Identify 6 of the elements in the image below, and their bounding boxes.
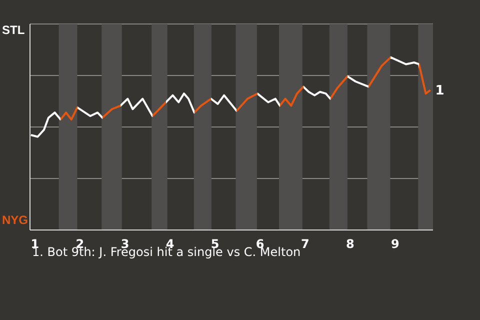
text: NYG xyxy=(2,213,28,227)
x-tick-label: 9 xyxy=(390,237,400,251)
x-tick-label: 8 xyxy=(346,237,354,251)
text: STL xyxy=(2,23,25,37)
x-tick-label: 7 xyxy=(300,237,310,251)
annotation: 1 xyxy=(435,84,444,99)
